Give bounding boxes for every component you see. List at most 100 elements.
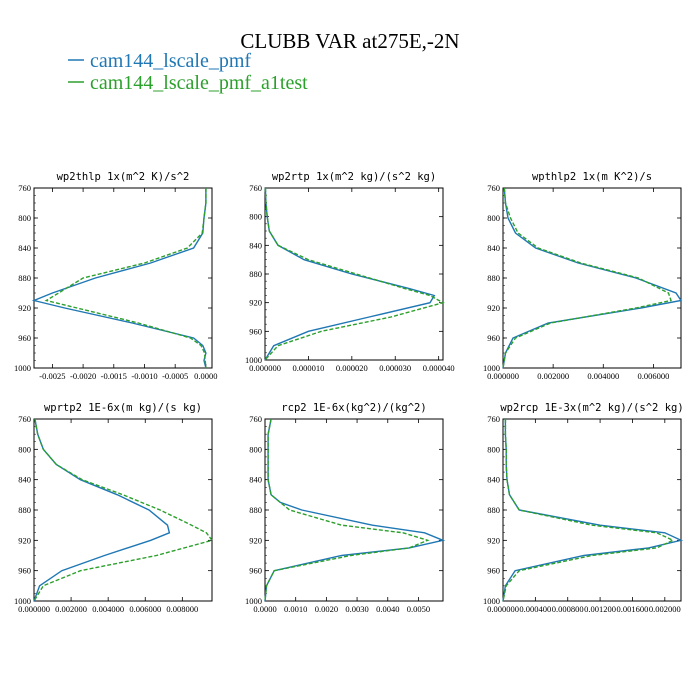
x-tick-label: -0.0015 (101, 371, 127, 381)
x-tick-label: 0.001600 (617, 604, 649, 614)
x-tick-label: 0.006000 (129, 604, 161, 614)
x-tick-label: 0.000400 (519, 604, 551, 614)
y-tick-label: 880 (18, 505, 31, 515)
series-line-1 (502, 419, 684, 602)
y-tick-label: 840 (487, 243, 500, 253)
legend-label-1: cam144_lscale_pmf (90, 50, 251, 72)
x-tick-label: 0.000030 (379, 363, 411, 373)
x-tick-label: 0.0040 (376, 604, 399, 614)
y-tick-label: 760 (487, 414, 500, 424)
y-tick-label: 760 (487, 183, 500, 193)
x-tick-label: 0.000000 (487, 604, 519, 614)
panel-4: wprtp2 1E-6x(m kg)/(s kg) 760 800 840 880 920… (14, 402, 214, 614)
x-tick-label: 0.006000 (637, 371, 669, 381)
panel-title: wp2thlp 1x(m^2 K)/s^2 (57, 171, 190, 183)
y-tick-label: 960 (487, 333, 500, 343)
x-tick-label: 0.0030 (345, 604, 368, 614)
y-tick-label: 960 (249, 566, 262, 576)
x-tick-label: 0.002000 (537, 371, 569, 381)
series-line-2 (502, 419, 675, 602)
y-tick-label: 800 (487, 444, 500, 454)
plot-frame (33, 187, 213, 369)
y-tick-label: 760 (18, 414, 31, 424)
x-tick-label: 0.000010 (292, 363, 324, 373)
plot-frame (502, 418, 682, 602)
x-tick-label: -0.0025 (39, 371, 65, 381)
panel-title: wpthlp2 1x(m K^2)/s (532, 171, 652, 183)
legend-label-2: cam144_lscale_pmf_a1test (90, 72, 308, 94)
y-tick-label: 800 (249, 444, 262, 454)
series-line-2 (502, 187, 672, 369)
y-tick-label: 800 (249, 212, 262, 222)
panel-3: wpthlp2 1x(m K^2)/s 760 800 840 880 920 960 100… (483, 171, 683, 381)
x-tick-label: 0.002000 (55, 604, 87, 614)
y-tick-label: 1000 (14, 363, 31, 373)
series-line-1 (33, 418, 171, 602)
y-tick-label: 840 (18, 475, 31, 485)
series-line-1 (502, 187, 683, 369)
y-tick-label: 960 (249, 326, 262, 336)
y-tick-label: 760 (249, 414, 262, 424)
y-tick-label: 880 (487, 273, 500, 283)
y-tick-label: 1000 (245, 355, 262, 365)
series-line-1 (31, 188, 207, 369)
y-tick-label: 840 (487, 475, 500, 485)
x-tick-label: 0.0000 (253, 604, 276, 614)
y-tick-label: 880 (487, 505, 500, 515)
x-tick-label: 0.004000 (92, 604, 124, 614)
x-tick-label: 0.000020 (336, 363, 368, 373)
panel-title: wp2rcp 1E-3x(m^2 kg)/(s^2 kg) (500, 402, 683, 414)
legend: cam144_lscale_pmf cam144_lscale_pmf_a1te… (68, 50, 308, 94)
y-tick-label: 760 (18, 183, 31, 193)
x-tick-label: 0.000000 (18, 604, 50, 614)
figure-title: CLUBB VAR at275E,-2N (240, 29, 459, 53)
x-tick-label: 0.008000 (166, 604, 198, 614)
y-tick-label: 880 (249, 505, 262, 515)
panels: wp2thlp 1x(m^2 K)/s^2 760 800 840 880 920 960 1… (14, 171, 684, 614)
plot-frame (33, 418, 213, 602)
y-tick-label: 760 (249, 183, 262, 193)
y-tick-label: 800 (18, 213, 31, 223)
x-tick-label: 0.004000 (587, 371, 619, 381)
x-tick-label: 0.000800 (552, 604, 584, 614)
y-tick-label: 1000 (245, 596, 262, 606)
y-tick-label: 960 (18, 566, 31, 576)
x-tick-label: 0.000000 (487, 371, 519, 381)
y-tick-label: 840 (249, 240, 262, 250)
series-line-2 (33, 418, 214, 602)
series-line-2 (44, 188, 207, 369)
y-tick-label: 840 (249, 475, 262, 485)
y-tick-label: 840 (18, 243, 31, 253)
y-tick-label: 880 (249, 269, 262, 279)
x-tick-label: -0.0010 (131, 371, 157, 381)
panel-6: wp2rcp 1E-3x(m^2 kg)/(s^2 kg)760 800 840 88… (483, 402, 684, 614)
x-tick-label: -0.0005 (162, 371, 188, 381)
panel-1: wp2thlp 1x(m^2 K)/s^2 760 800 840 880 920 960 1… (14, 171, 218, 381)
panel-title: wp2rtp 1x(m^2 kg)/(s^2 kg) (272, 171, 436, 183)
y-tick-label: 800 (18, 444, 31, 454)
x-tick-label: 0.000000 (249, 363, 281, 373)
y-tick-label: 920 (18, 303, 31, 313)
y-tick-label: 960 (487, 566, 500, 576)
y-tick-label: 920 (249, 298, 262, 308)
y-tick-label: 920 (487, 535, 500, 545)
x-tick-label: 0.0050 (407, 604, 430, 614)
plot-frame (502, 187, 682, 369)
series-line-2 (264, 187, 445, 361)
x-tick-label: 0.0010 (284, 604, 307, 614)
series-line-1 (264, 187, 436, 361)
y-tick-label: 1000 (483, 596, 500, 606)
x-tick-label: 0.001200 (584, 604, 616, 614)
y-tick-label: 1000 (483, 363, 500, 373)
series-line-2 (264, 418, 430, 602)
y-tick-label: 960 (18, 333, 31, 343)
x-tick-label: 0.0020 (315, 604, 338, 614)
y-tick-label: 920 (18, 535, 31, 545)
panel-title: wprtp2 1E-6x(m kg)/(s kg) (44, 402, 202, 414)
x-tick-label: 0.002000 (649, 604, 681, 614)
panel-title: rcp2 1E-6x(kg^2)/(kg^2) (281, 402, 426, 414)
y-tick-label: 920 (487, 303, 500, 313)
x-tick-label: -0.0020 (70, 371, 96, 381)
x-tick-label: 0.000040 (423, 363, 455, 373)
panel-2: wp2rtp 1x(m^2 kg)/(s^2 kg) 760 800 840 880 92… (245, 171, 455, 373)
